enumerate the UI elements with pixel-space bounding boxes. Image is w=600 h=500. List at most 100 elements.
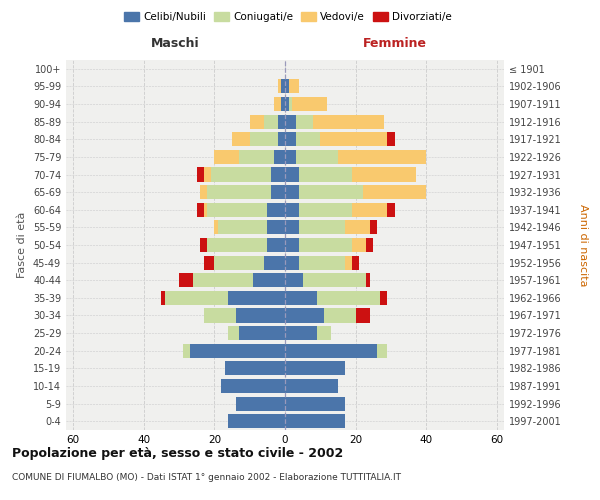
Bar	[165, 291, 229, 305]
Bar	[236, 308, 285, 322]
Bar	[271, 185, 285, 199]
Bar	[285, 256, 299, 270]
Bar	[285, 220, 299, 234]
Bar	[285, 238, 299, 252]
Bar	[356, 308, 370, 322]
Bar	[352, 238, 366, 252]
Bar	[221, 379, 285, 393]
Legend: Celibi/Nubili, Coniugati/e, Vedovi/e, Divorziati/e: Celibi/Nubili, Coniugati/e, Vedovi/e, Di…	[120, 8, 456, 26]
Bar	[281, 97, 285, 111]
Bar	[317, 291, 380, 305]
Bar	[366, 273, 370, 287]
Bar	[268, 202, 285, 217]
Bar	[271, 168, 285, 181]
Bar	[161, 291, 165, 305]
Bar	[352, 168, 416, 181]
Bar	[285, 308, 324, 322]
Bar	[268, 238, 285, 252]
Bar	[317, 326, 331, 340]
Bar	[204, 168, 211, 181]
Bar	[214, 256, 264, 270]
Bar	[218, 220, 268, 234]
Bar	[285, 344, 377, 358]
Bar	[285, 114, 296, 128]
Bar	[285, 326, 317, 340]
Bar	[299, 220, 345, 234]
Bar	[197, 168, 204, 181]
Bar	[299, 238, 352, 252]
Bar	[352, 202, 388, 217]
Bar	[229, 326, 239, 340]
Bar	[214, 150, 239, 164]
Bar	[285, 185, 299, 199]
Bar	[190, 344, 285, 358]
Bar	[289, 97, 292, 111]
Bar	[285, 362, 345, 376]
Bar	[352, 256, 359, 270]
Bar	[292, 97, 328, 111]
Text: Popolazione per età, sesso e stato civile - 2002: Popolazione per età, sesso e stato civil…	[12, 448, 343, 460]
Bar	[211, 168, 271, 181]
Bar	[278, 114, 285, 128]
Bar	[285, 150, 296, 164]
Bar	[232, 132, 250, 146]
Bar	[366, 238, 373, 252]
Bar	[204, 256, 214, 270]
Bar	[338, 150, 426, 164]
Bar	[274, 97, 281, 111]
Bar	[299, 202, 352, 217]
Bar	[289, 80, 299, 94]
Bar	[264, 256, 285, 270]
Bar	[253, 273, 285, 287]
Bar	[197, 202, 204, 217]
Bar	[296, 150, 338, 164]
Bar	[193, 273, 253, 287]
Bar	[345, 256, 352, 270]
Bar	[363, 185, 426, 199]
Bar	[278, 80, 281, 94]
Bar	[320, 132, 388, 146]
Bar	[299, 256, 345, 270]
Bar	[296, 132, 320, 146]
Bar	[250, 114, 264, 128]
Bar	[236, 396, 285, 410]
Bar	[313, 114, 384, 128]
Bar	[285, 379, 338, 393]
Bar	[250, 132, 278, 146]
Bar	[225, 362, 285, 376]
Bar	[204, 202, 207, 217]
Bar	[239, 150, 274, 164]
Text: Maschi: Maschi	[151, 38, 200, 51]
Bar	[182, 344, 190, 358]
Bar	[388, 202, 395, 217]
Bar	[285, 202, 299, 217]
Bar	[207, 238, 268, 252]
Bar	[285, 414, 345, 428]
Bar	[229, 414, 285, 428]
Text: Femmine: Femmine	[362, 38, 427, 51]
Bar	[285, 80, 289, 94]
Bar	[370, 220, 377, 234]
Y-axis label: Fasce di età: Fasce di età	[17, 212, 27, 278]
Bar	[204, 308, 236, 322]
Bar	[274, 150, 285, 164]
Bar	[200, 185, 207, 199]
Bar	[296, 114, 313, 128]
Bar	[179, 273, 193, 287]
Bar	[214, 220, 218, 234]
Bar	[285, 291, 317, 305]
Bar	[299, 168, 352, 181]
Bar	[207, 202, 268, 217]
Bar	[207, 185, 271, 199]
Bar	[345, 220, 370, 234]
Bar	[380, 291, 388, 305]
Bar	[302, 273, 366, 287]
Bar	[278, 132, 285, 146]
Bar	[239, 326, 285, 340]
Bar	[285, 273, 302, 287]
Bar	[281, 80, 285, 94]
Bar	[285, 168, 299, 181]
Y-axis label: Anni di nascita: Anni di nascita	[578, 204, 589, 286]
Bar	[388, 132, 395, 146]
Bar	[285, 132, 296, 146]
